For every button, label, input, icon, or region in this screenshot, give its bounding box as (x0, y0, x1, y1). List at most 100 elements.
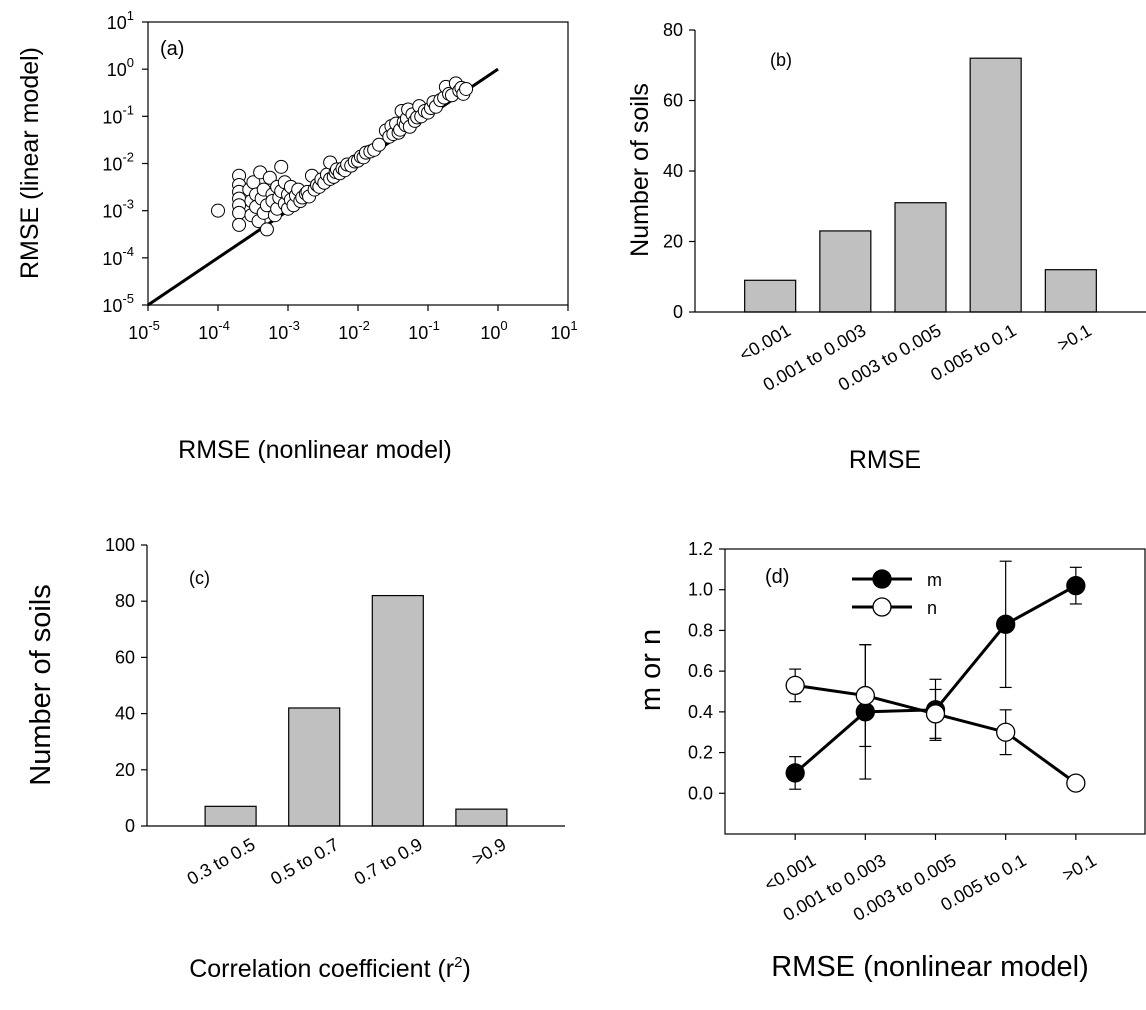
x-tick-label: 10-3 (268, 318, 300, 343)
x-axis-title-end: ) (462, 955, 470, 983)
scatter-point (232, 217, 247, 232)
legend: m n (852, 569, 942, 618)
series (785, 560, 1086, 793)
y-tick-label: 100 (107, 55, 134, 80)
y-tick-label: 1.2 (688, 539, 713, 559)
x-tick-exponent: -1 (428, 318, 440, 333)
y-tick-label: 100 (105, 535, 135, 555)
y-tick-exponent: -3 (122, 197, 134, 212)
y-tick-label: 80 (115, 591, 135, 611)
x-tick-label: 10-2 (338, 318, 370, 343)
y-tick-label: 101 (107, 8, 134, 33)
x-tick-base: 10 (338, 323, 358, 343)
y-tick-label: 60 (663, 91, 683, 111)
y-axis-title: Number of soils (25, 584, 57, 785)
x-tick-label: >0.1 (1059, 850, 1100, 885)
scatter-point (274, 159, 289, 174)
x-axis-title: Correlation coefficient (r2) (189, 954, 471, 983)
data-point (1066, 773, 1086, 793)
y-tick-label: 0 (673, 302, 683, 322)
x-tick-label: <0.001 (736, 320, 794, 365)
scatter-point (211, 203, 225, 218)
legend-m-label: m (927, 570, 942, 590)
x-tick-base: 10 (550, 323, 570, 343)
y-tick-exponent: -1 (122, 102, 134, 117)
x-tick-base: 10 (198, 323, 218, 343)
data-point (855, 685, 875, 706)
x-axis-title: RMSE (nonlinear model) (771, 951, 1089, 983)
x-tick-label: 10-4 (198, 318, 230, 343)
panel-label: (b) (770, 50, 792, 70)
x-tick-label: 0.3 to 0.5 (184, 834, 259, 889)
y-tick-exponent: 1 (127, 8, 134, 23)
y-tick-base: 10 (102, 155, 122, 175)
y-axis-title: m or n (635, 629, 667, 711)
y-tick-label: 80 (663, 20, 683, 40)
y-tick-label: 10-3 (102, 197, 134, 222)
y-tick-label: 10-4 (102, 244, 134, 269)
data-point (996, 722, 1016, 742)
x-tick-exponent: -3 (288, 318, 300, 333)
y-tick-base: 10 (107, 60, 127, 80)
x-tick-label: 0.005 to 0.1 (927, 320, 1019, 385)
y-tick-label: 10-2 (102, 150, 134, 175)
scatter-point (262, 170, 277, 185)
bars (204, 594, 508, 827)
y-axis-title: RMSE (linear model) (16, 47, 44, 279)
data-point (1066, 575, 1086, 596)
legend-n-label: n (927, 598, 937, 618)
scatter-point (372, 137, 387, 152)
scatter-points (211, 76, 474, 237)
data-point (925, 704, 946, 724)
y-tick-base: 10 (102, 107, 122, 127)
y-tick-exponent: -2 (122, 150, 134, 165)
panel-c-bar-chart: 0.3 to 0.5 0.5 to 0.7 0.7 to 0.9 >0.9 0 20 40 6… (25, 535, 565, 983)
x-tick-exponent: 1 (570, 318, 577, 333)
panel-label: (c) (189, 568, 210, 588)
x-axis-title: RMSE (nonlinear model) (178, 436, 452, 464)
x-tick-label: 10-5 (128, 318, 160, 343)
y-tick-base: 10 (102, 249, 122, 269)
bar (204, 805, 257, 827)
y-tick-exponent: 0 (127, 55, 134, 70)
bar (819, 230, 872, 313)
x-tick-exponent: 0 (500, 318, 507, 333)
x-axis-title-text: Correlation coefficient (r (189, 955, 454, 983)
y-tick-label: 40 (115, 704, 135, 724)
y-tick-label: 0.6 (688, 661, 713, 681)
x-tick-base: 10 (480, 323, 500, 343)
bar (969, 57, 1022, 313)
y-tick-base: 10 (107, 13, 127, 33)
scatter-point (232, 205, 247, 220)
bar (744, 279, 797, 313)
x-tick-label: <0.001 (761, 850, 819, 895)
series-m (785, 560, 1086, 790)
axis-ticks: 10-510-510-410-410-310-310-210-210-110-1… (102, 8, 577, 343)
x-tick-base: 10 (268, 323, 288, 343)
panel-a-scatter: 10-510-510-410-410-310-310-210-210-110-1… (16, 8, 578, 464)
x-axis-title-superscript: 2 (454, 954, 462, 971)
y-tick-label: 10-1 (102, 102, 134, 127)
y-tick-label: 40 (663, 161, 683, 181)
panel-label: (a) (160, 38, 184, 60)
y-tick-label: 0.0 (688, 783, 713, 803)
x-tick-base: 10 (408, 323, 428, 343)
y-tick-exponent: -5 (122, 291, 134, 306)
x-tick-base: 10 (128, 323, 148, 343)
bar (371, 594, 424, 827)
x-tick-exponent: -2 (358, 318, 370, 333)
x-tick-label: 0.7 to 0.9 (351, 834, 426, 889)
y-tick-label: 0.2 (688, 743, 713, 763)
y-tick-label: 10-5 (102, 291, 134, 316)
y-tick-label: 60 (115, 647, 135, 667)
bars (744, 57, 1097, 313)
bar (455, 808, 508, 827)
panel-label: (d) (765, 566, 789, 588)
x-tick-exponent: -4 (218, 318, 230, 333)
x-tick-exponent: -5 (148, 318, 160, 333)
x-tick-label: >0.1 (1054, 320, 1095, 355)
bar (288, 707, 341, 827)
